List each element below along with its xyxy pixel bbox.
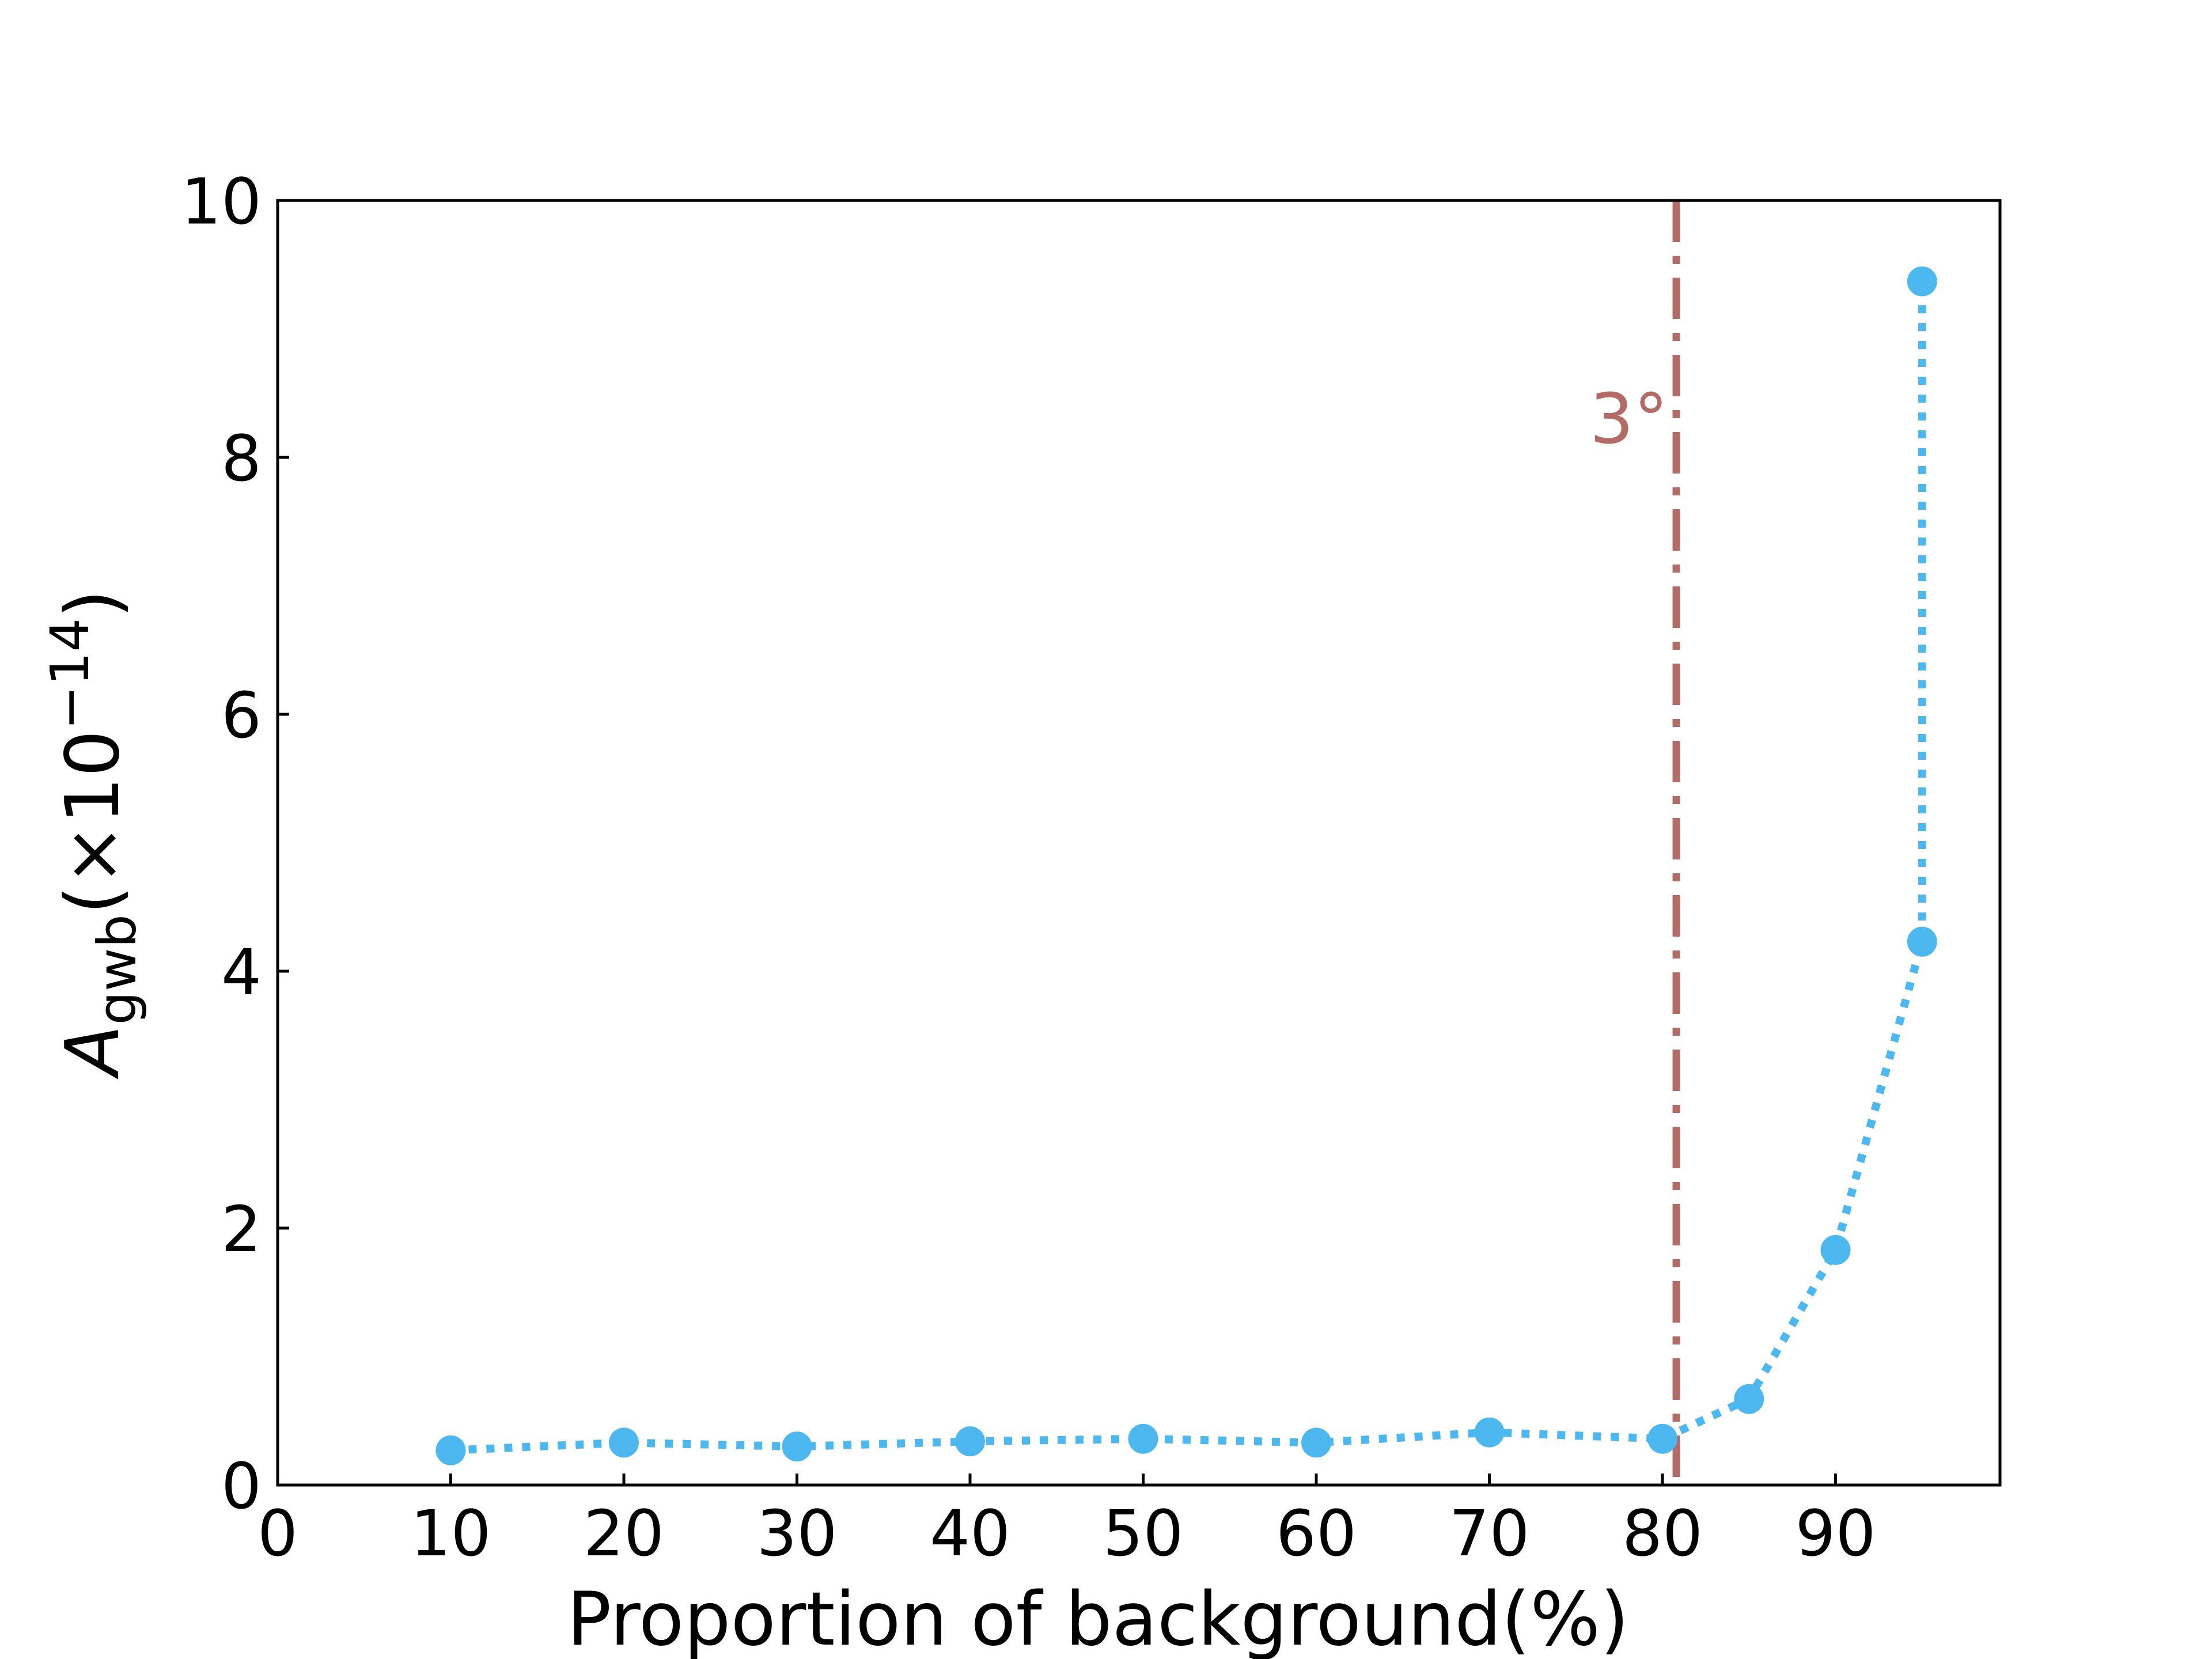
x-axis-label: Proportion of background(%) bbox=[567, 1577, 1629, 1659]
x-tick-label-1: 10 bbox=[411, 1497, 491, 1570]
y-axis-label-close: ) bbox=[50, 589, 136, 618]
x-tick-label-4: 40 bbox=[930, 1497, 1010, 1570]
series-0-point-2 bbox=[782, 1431, 812, 1462]
series-0-point-6 bbox=[1474, 1417, 1505, 1448]
y-tick-label-1: 2 bbox=[221, 1192, 262, 1266]
y-tick-label-4: 8 bbox=[221, 422, 262, 495]
series-0-point-10 bbox=[1907, 926, 1937, 957]
x-tick-label-6: 60 bbox=[1276, 1497, 1357, 1570]
plot-frame bbox=[276, 199, 2002, 1487]
x-tick-label-0: 0 bbox=[257, 1497, 298, 1570]
x-tick-label-3: 30 bbox=[757, 1497, 838, 1570]
plot-area: 3° bbox=[435, 200, 1937, 1485]
y-axis-label-subscript: gwb bbox=[86, 914, 148, 1025]
series-0-point-5 bbox=[1301, 1427, 1332, 1458]
y-axis-label-suffix: (×10 bbox=[50, 730, 136, 914]
series-0-point-8 bbox=[1734, 1384, 1764, 1414]
y-tick-label-2: 4 bbox=[221, 935, 262, 1009]
series-0-line bbox=[450, 281, 1926, 1455]
series-0-point-9 bbox=[1820, 1234, 1851, 1265]
y-axis-label: Agwb(×10−14) bbox=[39, 589, 148, 1080]
y-axis-label-main: A bbox=[50, 1025, 136, 1080]
y-axis-label-exponent: −14 bbox=[39, 618, 101, 730]
x-tick-label-8: 80 bbox=[1622, 1497, 1703, 1570]
x-tick-label-5: 50 bbox=[1103, 1497, 1184, 1570]
y-tick-label-0: 0 bbox=[221, 1449, 262, 1523]
axis-ticks: 0 10 20 30 40 50 60 70 80 90 0 2 4 6 8 10 bbox=[181, 165, 1876, 1570]
reference-line-label-0: 3° bbox=[1590, 380, 1668, 460]
series-0-point-4 bbox=[1128, 1423, 1158, 1454]
y-tick-label-5: 10 bbox=[181, 165, 262, 238]
x-tick-label-9: 90 bbox=[1796, 1497, 1876, 1570]
series-0-point-11 bbox=[1907, 266, 1937, 297]
series-0-point-1 bbox=[609, 1427, 639, 1458]
x-tick-label-7: 70 bbox=[1449, 1497, 1530, 1570]
x-tick-label-2: 20 bbox=[584, 1497, 664, 1570]
series-0-point-7 bbox=[1647, 1423, 1678, 1454]
y-tick-label-3: 6 bbox=[221, 679, 262, 752]
series-0-point-3 bbox=[955, 1426, 986, 1457]
series-0-point-0 bbox=[435, 1435, 466, 1465]
